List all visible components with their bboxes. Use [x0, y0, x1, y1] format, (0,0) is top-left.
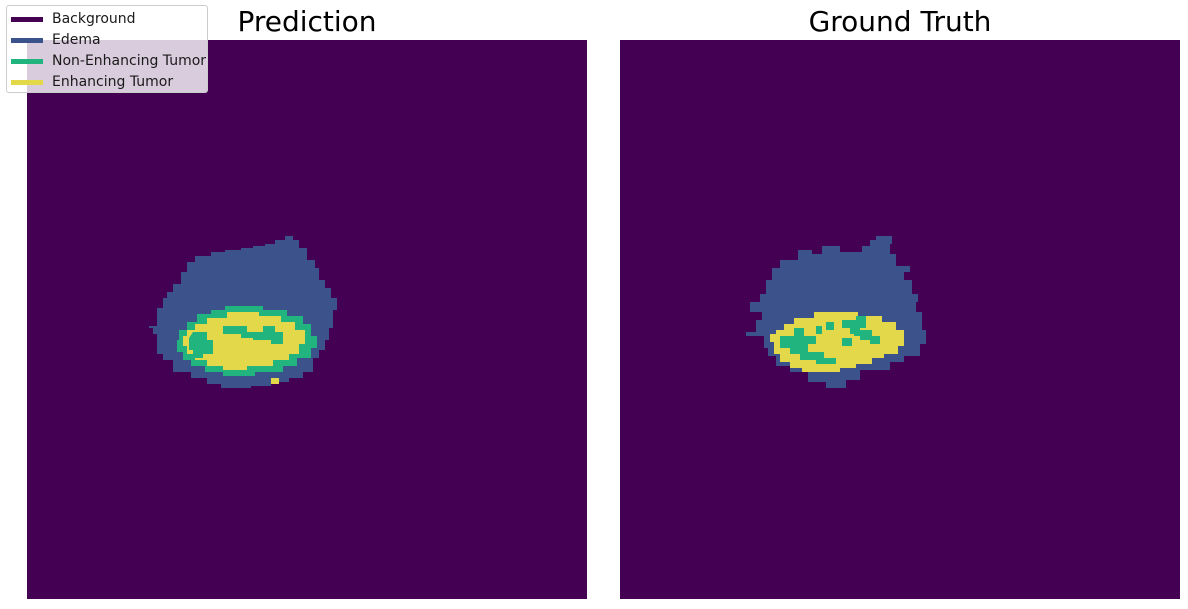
legend-swatch-non-enhancing-tumor [11, 59, 43, 64]
legend-item-edema: Edema [11, 30, 207, 51]
legend-item-enhancing-tumor: Enhancing Tumor [11, 72, 207, 93]
legend: Background Edema Non-Enhancing Tumor Enh… [6, 5, 208, 93]
legend-label: Enhancing Tumor [52, 74, 174, 90]
ground-truth-title: Ground Truth [808, 5, 992, 38]
legend-swatch-enhancing-tumor [11, 80, 43, 85]
prediction-title: Prediction [237, 5, 377, 38]
legend-label: Background [52, 11, 136, 27]
legend-label: Non-Enhancing Tumor [52, 53, 207, 69]
legend-swatch-background [11, 17, 43, 22]
legend-label: Edema [52, 32, 101, 48]
legend-swatch-edema [11, 38, 43, 43]
legend-item-non-enhancing-tumor: Non-Enhancing Tumor [11, 51, 207, 72]
legend-item-background: Background [11, 9, 207, 30]
ground-truth-segmentation-image [620, 40, 1180, 599]
prediction-segmentation-image [27, 40, 587, 599]
